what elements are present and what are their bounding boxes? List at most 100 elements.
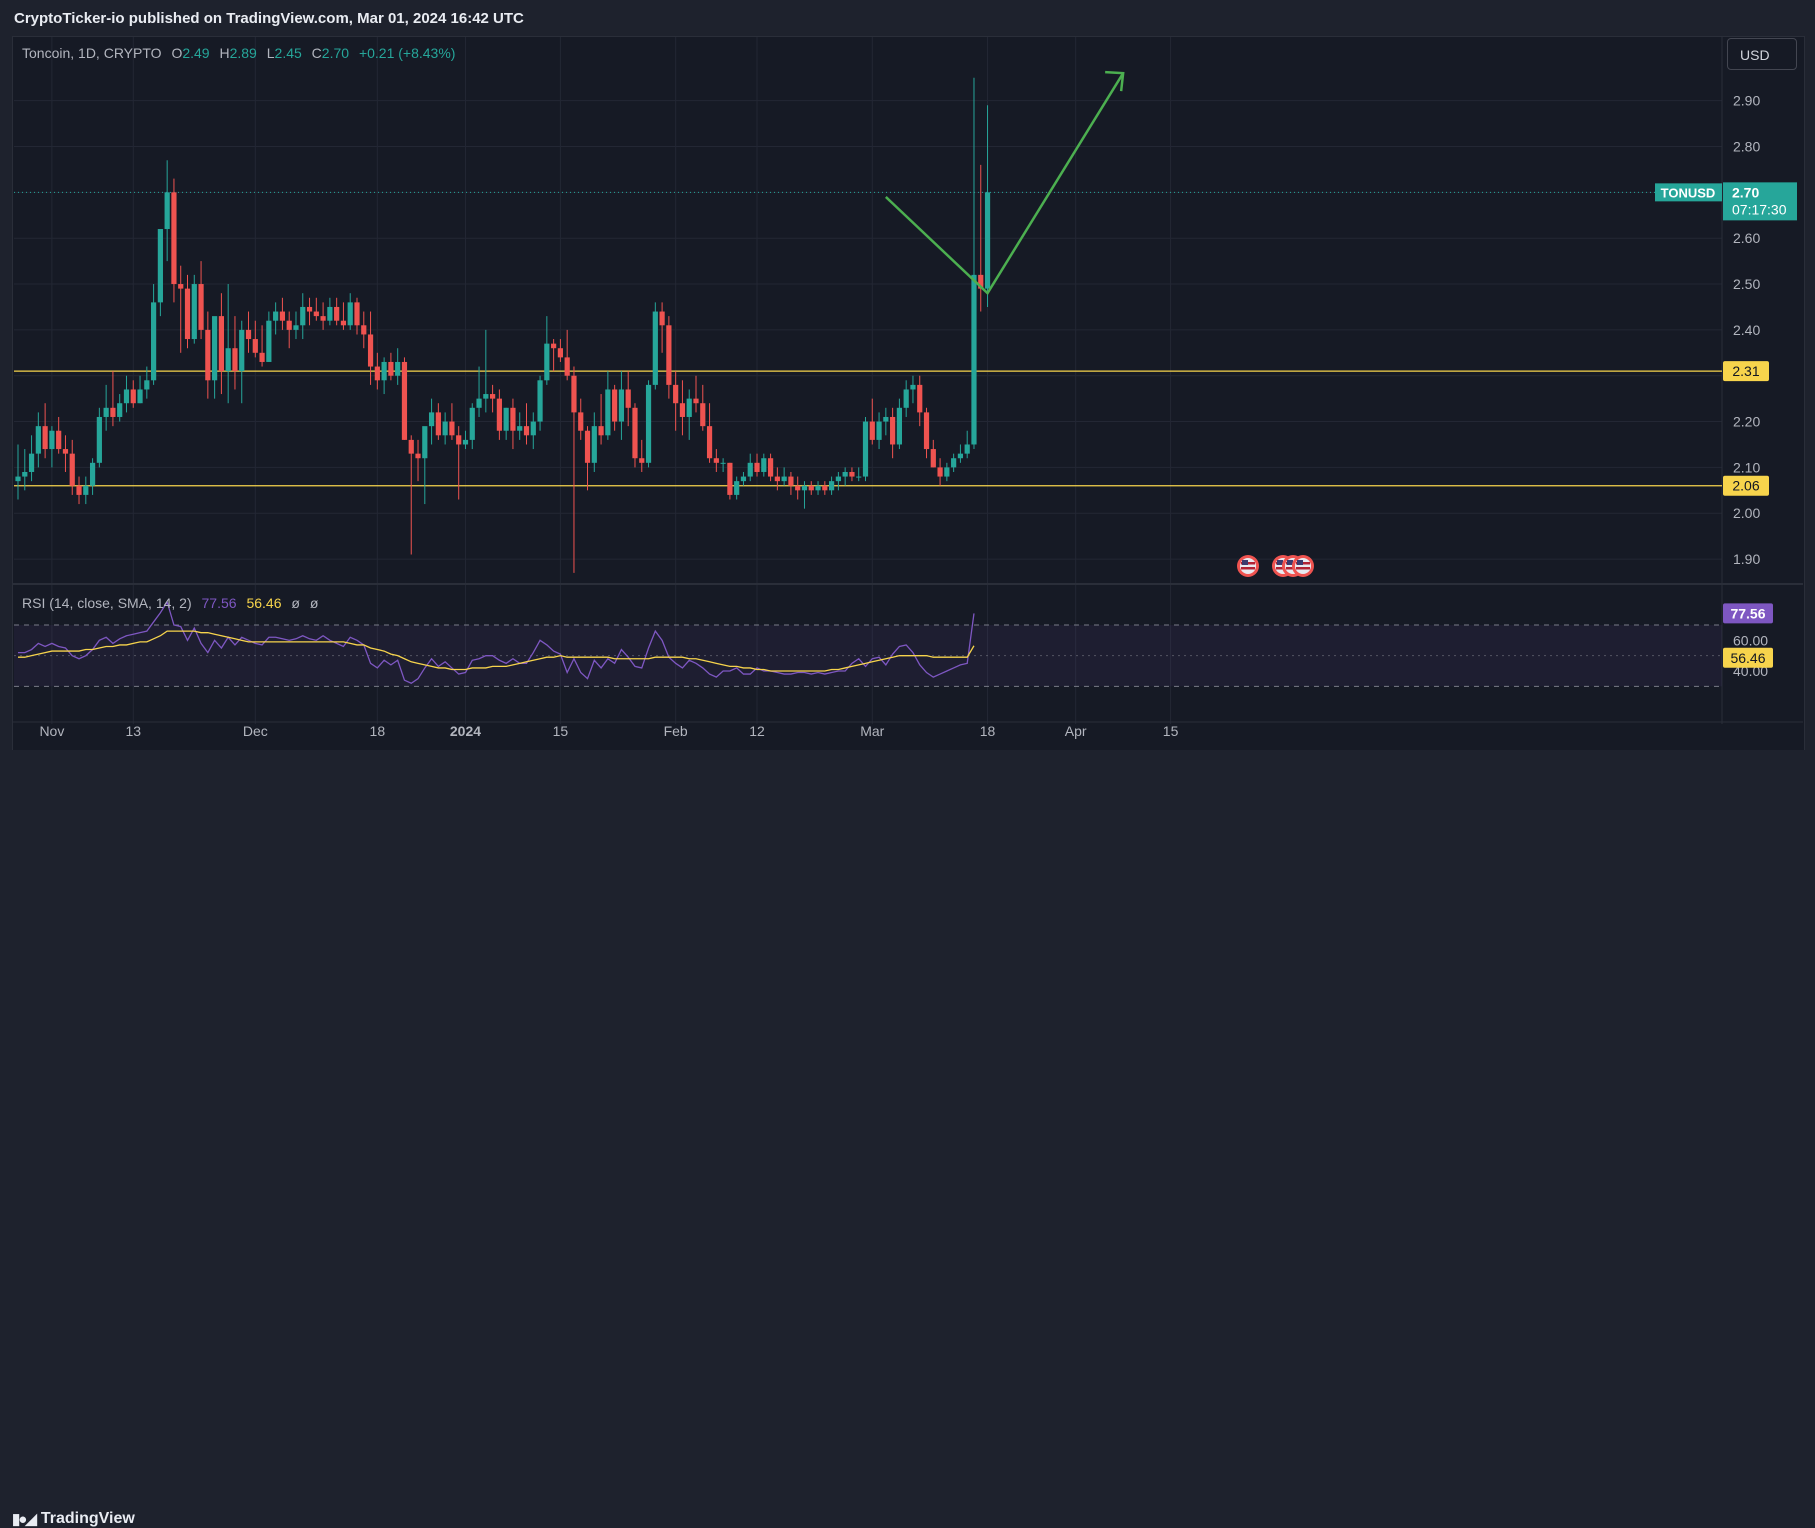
candle-body [171, 192, 177, 285]
candle-body [388, 361, 394, 376]
open-label: O [171, 45, 183, 61]
level-tag-label: 2.06 [1732, 478, 1759, 494]
candle-body [984, 192, 991, 289]
time-tick-label: 12 [749, 723, 765, 739]
candle-body [679, 403, 686, 417]
rsi-indicator-label: RSI (14, close, SMA, 14, 2) [22, 595, 192, 611]
candle-body [15, 476, 21, 482]
candle-body [130, 389, 136, 404]
candle-body [842, 471, 848, 477]
rsi-line [18, 600, 975, 685]
candle-body [923, 412, 930, 450]
candle-body [103, 407, 109, 417]
candle-body [510, 407, 516, 431]
candle-body [978, 274, 984, 289]
candle-body [537, 380, 543, 422]
candle-body [374, 366, 380, 381]
candle-body [49, 430, 55, 450]
rsi-extra-1: ø [291, 595, 300, 611]
time-tick-label: Mar [860, 723, 884, 739]
candle-body [652, 311, 658, 385]
candle-body [456, 435, 462, 445]
candle-body [83, 485, 89, 495]
candle-body [313, 311, 319, 317]
candle-body [754, 462, 760, 472]
candle-body [428, 412, 435, 427]
publish-info: CryptoTicker-io published on TradingView… [14, 10, 524, 27]
candle-body [612, 389, 618, 422]
candle-body [659, 311, 665, 326]
tradingview-logo[interactable]: ▮●◢ TradingView [12, 1510, 135, 1528]
candle-body [442, 421, 448, 436]
rsi-band-fill [14, 625, 1722, 687]
candle-body [727, 462, 733, 495]
candle-body [693, 398, 699, 404]
candle-body [259, 352, 265, 362]
candle-body [354, 302, 360, 326]
event-flag-canton [1287, 560, 1293, 565]
candle-body [306, 306, 313, 312]
time-tick-label: 13 [125, 723, 141, 739]
candle-body [239, 329, 245, 372]
level-tag [1723, 475, 1769, 496]
event-flag-canton [1277, 560, 1283, 565]
candle-body [225, 348, 231, 372]
close-label: C [311, 45, 322, 61]
rsi-legend: RSI (14, close, SMA, 14, 2) 77.56 56.46 … [22, 595, 318, 611]
candle-body [673, 384, 679, 404]
candle-body [76, 485, 82, 495]
candle-body [829, 481, 835, 491]
candle-body [286, 320, 292, 330]
candle-body [35, 426, 41, 454]
candle-body [544, 343, 550, 381]
price-tick-label: 2.50 [1733, 276, 1760, 292]
high-value: 2.89 [229, 45, 257, 61]
candle-body [944, 467, 950, 477]
candle-body [740, 476, 747, 482]
candle-body [720, 462, 726, 464]
rsi-extra-2: ø [309, 595, 319, 611]
rsi-sma-line [18, 630, 975, 672]
time-tick-label: Feb [664, 723, 688, 739]
time-tick-label: 15 [553, 723, 569, 739]
candle-body [557, 348, 563, 358]
candle-body [320, 316, 326, 321]
price-tick-label: 2.60 [1733, 230, 1760, 246]
candle-body [381, 361, 387, 381]
candle-body [551, 343, 557, 349]
candle-body [808, 485, 814, 491]
time-tick-label: 18 [370, 723, 386, 739]
candle-body [856, 476, 862, 478]
candle-body [957, 453, 964, 459]
candle-body [205, 329, 211, 381]
time-tick-label: Dec [243, 723, 268, 739]
candle-body [713, 458, 719, 463]
tradingview-logo-icon: ▮●◢ [12, 1511, 37, 1528]
candle-body [964, 444, 970, 454]
candle-body [22, 471, 28, 477]
candle-body [706, 426, 713, 459]
candle-body [584, 430, 591, 463]
candle-body [62, 449, 69, 454]
price-tag-value: 2.70 [1732, 184, 1759, 200]
candle-body [571, 375, 577, 413]
candle-body [266, 320, 272, 362]
candle-body [198, 284, 204, 330]
price-chart[interactable]: 1.902.002.102.202.302.402.502.602.702.80… [0, 0, 1815, 792]
candle-body [69, 453, 75, 486]
candle-body [625, 389, 631, 408]
rsi-sma-value: 56.46 [246, 595, 282, 611]
event-flag-stripe [1241, 567, 1255, 570]
candle-body [367, 334, 374, 367]
candle-body [700, 403, 706, 427]
price-tag [1723, 182, 1797, 221]
candle-body [734, 481, 740, 495]
candle-body [598, 426, 604, 436]
currency-button[interactable]: USD [1727, 38, 1797, 70]
candle-body [869, 421, 875, 440]
candle-body [767, 458, 774, 477]
candle-body [788, 476, 794, 486]
candle-body [795, 485, 801, 491]
candle-body [815, 485, 821, 491]
candle-body [232, 348, 238, 372]
